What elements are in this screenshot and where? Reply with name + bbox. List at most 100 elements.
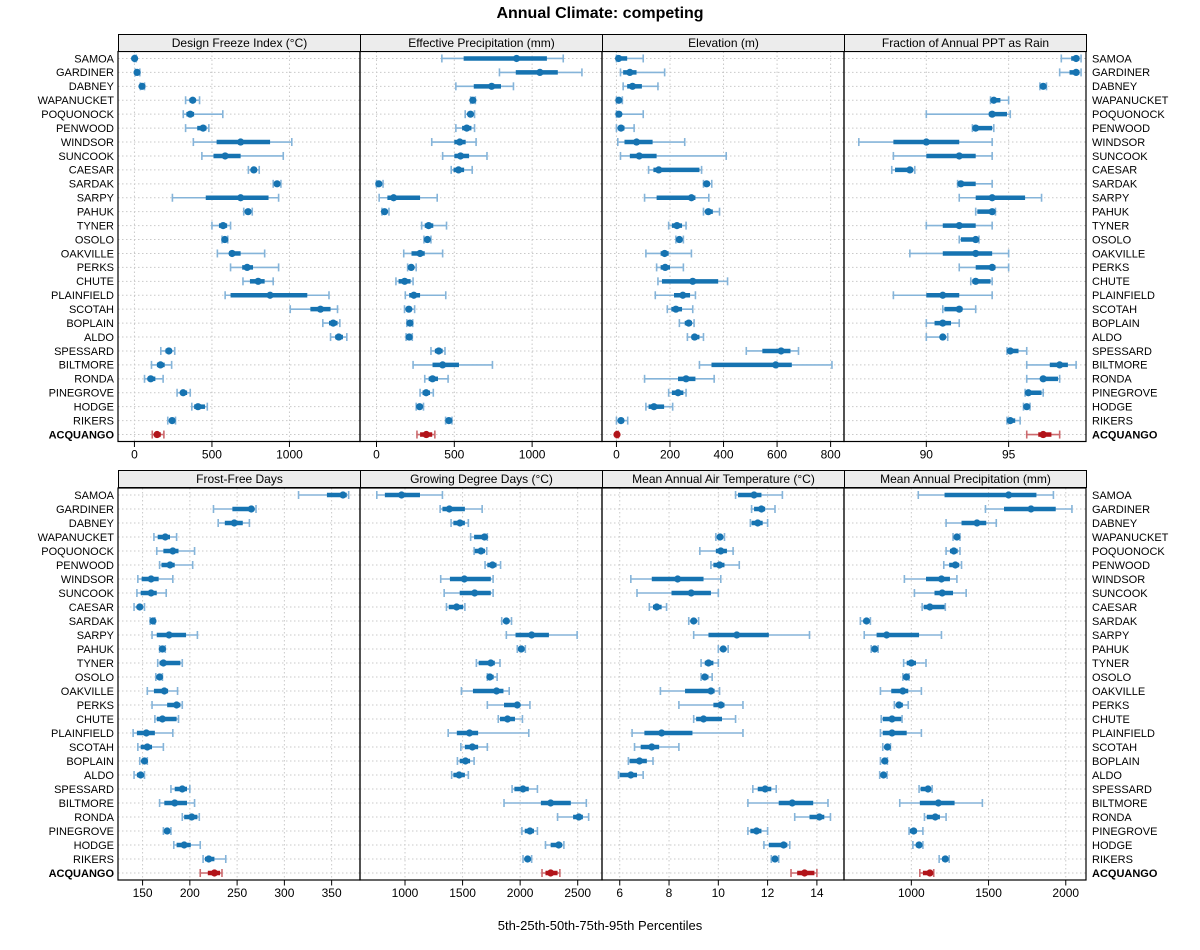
median-dot xyxy=(689,277,697,285)
station-label-left: PAHUK xyxy=(77,206,115,218)
median-dot xyxy=(661,249,669,258)
median-dot xyxy=(519,785,527,793)
median-dot xyxy=(405,305,413,313)
median-dot xyxy=(147,589,155,597)
axis-tick-label: 250 xyxy=(227,886,247,900)
median-dot xyxy=(972,124,980,132)
station-label-left: BOPLAIN xyxy=(66,756,114,768)
median-dot xyxy=(939,319,947,327)
station-label-right: RIKERS xyxy=(1092,415,1133,427)
median-dot xyxy=(924,785,932,793)
median-dot xyxy=(416,249,424,258)
median-dot xyxy=(761,785,769,793)
median-dot xyxy=(615,96,623,104)
median-dot xyxy=(906,166,914,174)
median-dot xyxy=(888,729,896,737)
median-dot xyxy=(173,701,181,709)
median-dot xyxy=(1006,347,1014,355)
panel-border xyxy=(117,487,361,881)
median-dot xyxy=(682,375,690,383)
median-dot xyxy=(881,757,889,765)
median-dot xyxy=(189,96,197,104)
median-dot xyxy=(137,771,145,779)
median-dot xyxy=(701,673,709,681)
median-dot xyxy=(528,631,536,639)
median-dot xyxy=(716,533,724,541)
station-label-left: PINEGROVE xyxy=(49,388,114,400)
median-dot xyxy=(1027,505,1035,513)
median-dot xyxy=(149,617,157,625)
station-label-left: PERKS xyxy=(77,700,114,712)
station-label-left: CAESAR xyxy=(69,165,114,177)
median-dot xyxy=(1023,403,1031,411)
station-label-left: OSOLO xyxy=(75,672,115,684)
axis-tick-label: 500 xyxy=(202,448,222,462)
station-label-right: SPESSARD xyxy=(1092,346,1152,358)
median-dot xyxy=(422,430,430,439)
station-label-right: PENWOOD xyxy=(1092,560,1150,572)
station-label-right: SUNCOOK xyxy=(1092,588,1148,600)
median-dot xyxy=(687,589,695,597)
median-dot xyxy=(675,235,683,244)
station-label-right: PAHUK xyxy=(1092,206,1130,218)
axis-tick-label: 150 xyxy=(133,886,153,900)
median-dot xyxy=(972,235,980,244)
median-dot xyxy=(390,194,398,202)
station-label-left: PLAINFIELD xyxy=(51,290,114,302)
axis-tick-label: 600 xyxy=(767,448,787,462)
median-dot xyxy=(492,687,501,695)
station-label-right: ALDO xyxy=(1092,332,1122,344)
median-dot xyxy=(972,249,980,258)
station-label-left: ACQUANGO xyxy=(49,868,115,880)
median-dot xyxy=(405,333,413,341)
median-dot xyxy=(926,869,934,877)
station-label-left: PAHUK xyxy=(77,644,115,656)
median-dot xyxy=(658,729,666,737)
station-label-right: DABNEY xyxy=(1092,81,1138,93)
median-dot xyxy=(955,222,963,230)
station-label-left: SUNCOOK xyxy=(58,588,114,600)
median-dot xyxy=(750,491,758,499)
median-dot xyxy=(147,575,155,583)
median-dot xyxy=(715,561,724,569)
axis-tick-label: 0 xyxy=(373,448,380,462)
median-dot xyxy=(463,124,471,132)
median-dot xyxy=(335,333,343,341)
station-label-right: SAMOA xyxy=(1092,490,1132,502)
station-label-right: HODGE xyxy=(1092,840,1132,852)
axis-tick-label: 2000 xyxy=(1052,886,1079,900)
station-label-right: WINDSOR xyxy=(1092,574,1145,586)
median-dot xyxy=(673,222,681,230)
axis-tick-label: 1500 xyxy=(449,886,476,900)
median-dot xyxy=(939,291,947,299)
station-label-right: PERKS xyxy=(1092,262,1129,274)
median-dot xyxy=(513,701,521,709)
median-dot xyxy=(133,68,141,76)
median-dot xyxy=(937,575,946,583)
station-label-right: GARDINER xyxy=(1092,67,1150,79)
median-dot xyxy=(703,180,711,188)
median-dot xyxy=(517,645,525,653)
median-dot xyxy=(456,519,464,527)
median-dot xyxy=(138,82,146,90)
median-dot xyxy=(142,729,150,737)
median-dot xyxy=(455,771,463,779)
station-label-right: ACQUANGO xyxy=(1092,429,1158,441)
median-dot xyxy=(907,659,915,667)
axis-tick-label: 200 xyxy=(660,448,680,462)
panel-header-mean-annual-precipitation: Mean Annual Precipitation (mm) xyxy=(844,470,1087,488)
station-label-left: CHUTE xyxy=(76,276,114,288)
median-dot xyxy=(883,631,891,639)
axis-tick-label: 400 xyxy=(714,448,734,462)
station-label-left: ALDO xyxy=(84,770,114,782)
median-dot xyxy=(655,166,663,174)
median-dot xyxy=(435,347,443,355)
station-label-left: SUNCOOK xyxy=(58,151,114,163)
chart-title: Annual Climate: competing xyxy=(496,5,704,22)
median-dot xyxy=(1039,430,1047,439)
axis-tick-label: 1000 xyxy=(519,448,546,462)
median-dot xyxy=(910,827,918,835)
median-dot xyxy=(674,575,682,583)
station-label-right: WINDSOR xyxy=(1092,137,1145,149)
